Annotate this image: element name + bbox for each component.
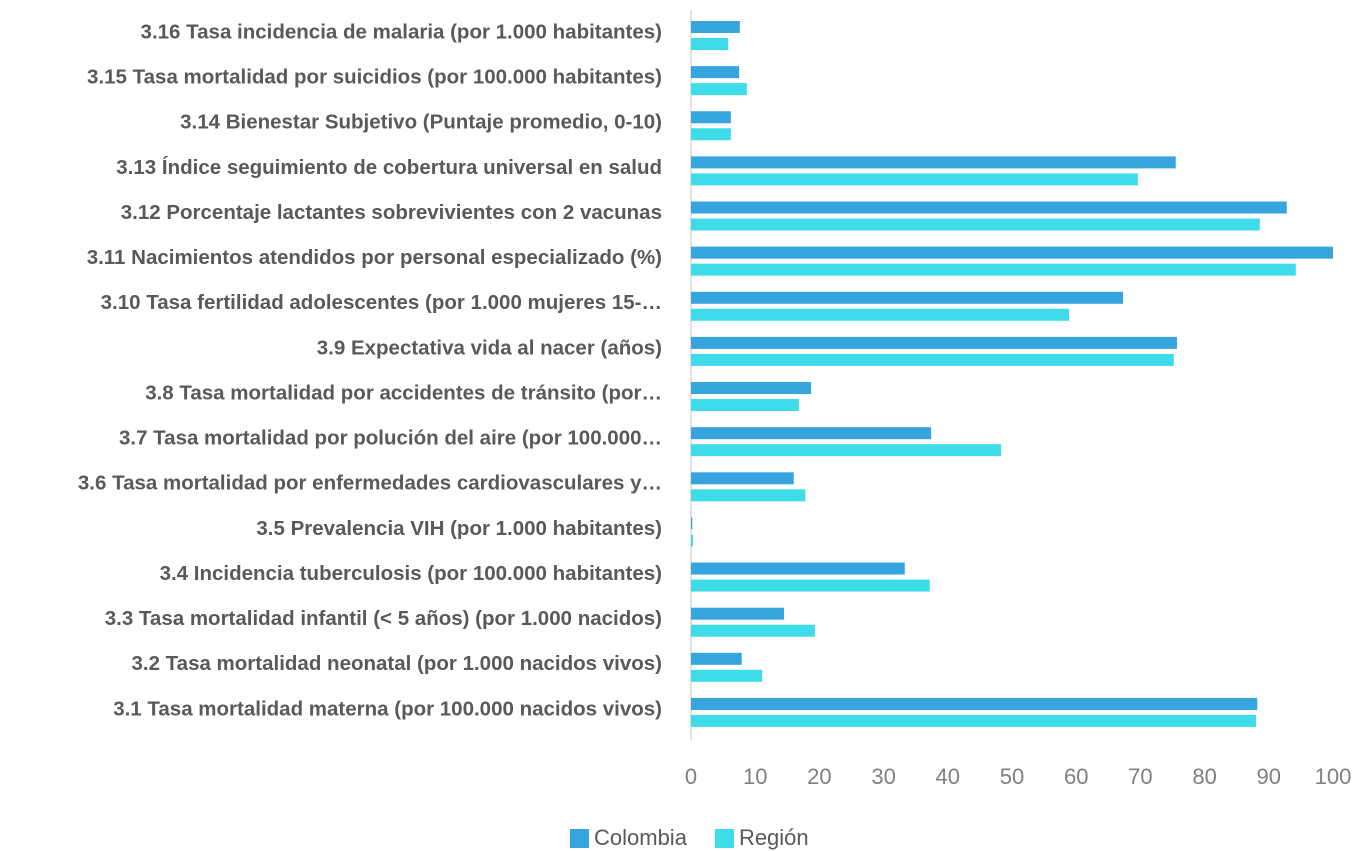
y-tick-label: 3.7 Tasa mortalidad por polución del air… (119, 427, 662, 450)
x-tick-label: 0 (685, 764, 697, 789)
bar (691, 579, 930, 592)
bar (691, 652, 742, 665)
bar (691, 427, 932, 440)
y-tick-label: 3.1 Tasa mortalidad materna (por 100.000… (113, 697, 662, 720)
bar (691, 38, 729, 50)
bar (691, 263, 1296, 276)
y-tick-label: 3.12 Porcentaje lactantes sobrevivientes… (121, 201, 662, 224)
bar (691, 444, 1002, 457)
x-tick-label: 100 (1315, 764, 1352, 789)
legend-label: Región (739, 825, 809, 850)
bar (691, 201, 1287, 214)
y-tick-label: 3.3 Tasa mortalidad infantil (< 5 años) … (105, 607, 662, 630)
y-tick-label: 3.15 Tasa mortalidad por suicidios (por … (87, 66, 662, 89)
bar (691, 669, 763, 682)
legend-swatch (714, 829, 734, 848)
bar (691, 308, 1070, 321)
x-tick-label: 60 (1064, 764, 1088, 789)
x-tick-label: 10 (743, 764, 767, 789)
y-tick-label: 3.13 Índice seguimiento de cobertura uni… (116, 156, 662, 179)
bar (691, 353, 1174, 366)
bar (691, 489, 806, 502)
x-tick-label: 70 (1128, 764, 1152, 789)
x-tick-label: 40 (936, 764, 960, 789)
bar (691, 399, 799, 412)
y-tick-label: 3.11 Nacimientos atendidos por personal … (87, 246, 662, 269)
bar (691, 697, 1258, 710)
bar (691, 624, 815, 637)
y-tick-label: 3.9 Expectativa vida al nacer (años) (317, 336, 662, 359)
bar (691, 128, 731, 141)
y-tick-label: 3.10 Tasa fertilidad adolescentes (por 1… (101, 291, 662, 314)
x-tick-label: 50 (1000, 764, 1024, 789)
bar (691, 246, 1333, 259)
x-tick-label: 20 (807, 764, 831, 789)
bar (691, 607, 785, 620)
bar (691, 534, 693, 547)
bar (691, 472, 794, 485)
bar (691, 714, 1256, 727)
y-tick-label: 3.5 Prevalencia VIH (por 1.000 habitante… (256, 517, 662, 540)
y-tick-label: 3.2 Tasa mortalidad neonatal (por 1.000 … (131, 652, 662, 675)
x-tick-label: 30 (871, 764, 895, 789)
bar (691, 66, 740, 79)
bar (691, 291, 1124, 304)
bar (691, 156, 1176, 169)
x-tick-label: 90 (1257, 764, 1281, 789)
y-tick-label: 3.4 Incidencia tuberculosis (por 100.000… (160, 562, 662, 585)
legend-swatch (570, 829, 589, 848)
bar (691, 517, 693, 530)
y-tick-label: 3.14 Bienestar Subjetivo (Puntaje promed… (180, 111, 662, 134)
y-tick-label: 3.6 Tasa mortalidad por enfermedades car… (78, 472, 662, 495)
y-tick-label: 3.8 Tasa mortalidad por accidentes de tr… (145, 381, 662, 404)
bar (691, 218, 1260, 231)
bar (691, 562, 905, 575)
bar (691, 111, 731, 124)
bar (691, 173, 1138, 186)
x-tick-label: 80 (1192, 764, 1216, 789)
bar (691, 336, 1177, 349)
y-tick-label: 3.16 Tasa incidencia de malaria (por 1.0… (141, 20, 662, 43)
bar (691, 21, 740, 33)
legend-label: Colombia (594, 825, 688, 850)
bar (691, 382, 812, 395)
bar (691, 83, 747, 96)
